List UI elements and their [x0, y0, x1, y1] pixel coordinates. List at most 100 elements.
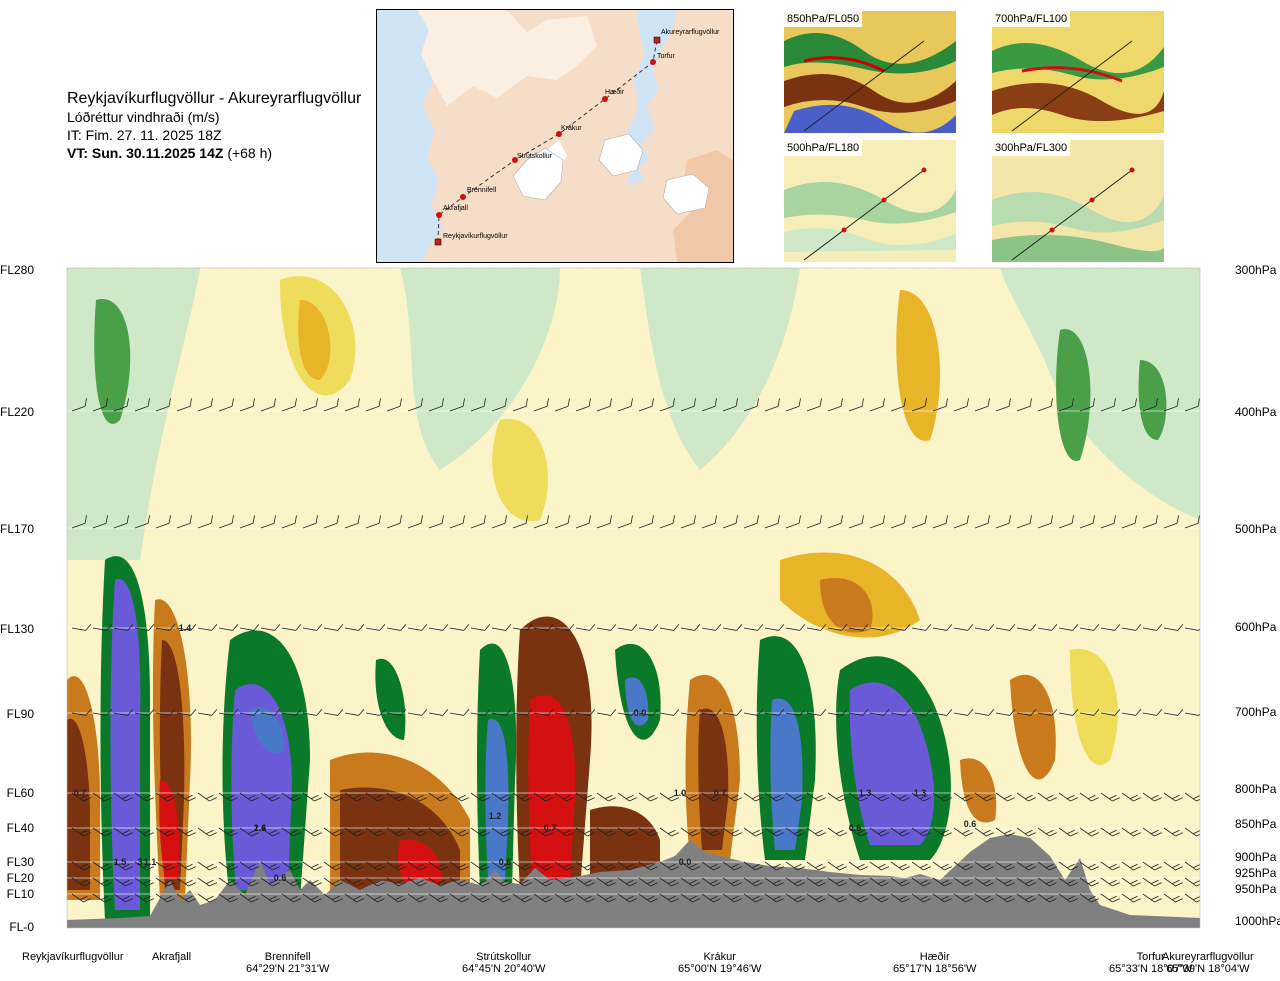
- wind-barb: [344, 398, 360, 412]
- wind-barb: [1100, 268, 1115, 269]
- level-map-300: 300hPa/FL300: [992, 140, 1164, 262]
- wind-barb: [617, 268, 632, 269]
- wind-barb: [743, 515, 759, 529]
- wind-barb: [1184, 268, 1199, 269]
- wind-barb: [491, 623, 512, 631]
- wind-barb: [827, 623, 848, 631]
- wind-barb: [659, 268, 674, 269]
- wind-barb: [428, 398, 444, 412]
- wind-barb: [239, 268, 254, 269]
- wind-barb: [575, 792, 595, 802]
- wind-barb: [869, 861, 889, 871]
- wind-barb: [722, 398, 738, 412]
- wind-barb: [407, 877, 427, 887]
- wind-barb: [1100, 792, 1120, 802]
- level-map-850-label: 850hPa/FL050: [784, 11, 863, 27]
- wind-barb: [1037, 268, 1052, 269]
- wind-barb: [554, 623, 575, 631]
- wind-barb: [218, 792, 238, 802]
- wind-barb: [176, 792, 196, 802]
- wind-barb: [407, 708, 428, 716]
- wind-barb: [218, 623, 239, 631]
- wind-barb: [470, 792, 490, 802]
- wind-barb: [491, 827, 511, 837]
- wind-barb: [869, 708, 890, 716]
- chart-field: [67, 268, 1200, 928]
- field-torfur-yellow: [1070, 648, 1118, 766]
- wind-barb: [407, 515, 423, 529]
- wind-barb: [911, 861, 931, 871]
- wind-barb: [638, 893, 658, 903]
- wind-barb: [1142, 877, 1162, 887]
- wind-barb: [281, 708, 302, 716]
- wind-barb: [806, 398, 822, 412]
- wind-barb: [1142, 827, 1162, 837]
- wind-barb: [659, 827, 679, 837]
- wind-barb: [449, 861, 469, 871]
- wind-barb: [596, 623, 617, 631]
- wind-barb: [890, 398, 906, 412]
- wind-barb: [155, 708, 176, 716]
- wind-barb: [1142, 268, 1157, 269]
- map-label-krakur: Krákur: [561, 125, 582, 132]
- wind-barb: [512, 268, 527, 269]
- wind-barb: [71, 398, 87, 412]
- map-label-reykjavik: Reykjavíkurflugvöllur: [443, 233, 508, 240]
- wind-barb: [575, 861, 595, 871]
- wind-barb: [785, 515, 801, 529]
- wind-barb: [1142, 792, 1162, 802]
- wind-barb: [890, 708, 911, 716]
- wind-barb: [953, 623, 974, 631]
- wind-barb: [1016, 708, 1037, 716]
- x-location-haedir-coord: 65°17'N 18°56'W: [893, 963, 977, 975]
- wind-barb: [491, 893, 511, 903]
- wind-barb: [71, 792, 91, 802]
- wind-barb: [743, 877, 763, 887]
- value-label: 0.7: [714, 788, 727, 798]
- wind-barb: [701, 708, 722, 716]
- wind-barb: [512, 708, 533, 716]
- wind-barb: [638, 827, 658, 837]
- field-cell-upper-west: [94, 299, 131, 424]
- wind-barb: [365, 268, 380, 269]
- wind-barb: [743, 623, 764, 631]
- wind-barb: [92, 708, 113, 716]
- level-map-850-graphic: [784, 11, 956, 133]
- wind-barb: [1016, 623, 1037, 631]
- wind-barb: [281, 515, 297, 529]
- wind-barb: [386, 861, 406, 871]
- wind-barb: [953, 708, 974, 716]
- wind-barb: [470, 827, 490, 837]
- wind-barb: [722, 827, 742, 837]
- wind-barb: [743, 708, 764, 716]
- x-location-haedir: Hæðir 65°17'N 18°56'W: [893, 951, 976, 975]
- wind-barb: [407, 268, 422, 269]
- wind-barb: [470, 268, 485, 269]
- wind-barb: [827, 877, 847, 887]
- wind-barb: [155, 792, 175, 802]
- field-band-east: [1000, 268, 1200, 520]
- map-label-strutskollur: Strútskollur: [517, 153, 553, 160]
- wind-barb: [533, 827, 553, 837]
- wind-barb: [1121, 893, 1141, 903]
- wind-barb: [953, 268, 968, 269]
- wind-barb: [134, 893, 154, 903]
- wind-barb: [1121, 877, 1141, 887]
- wind-barb: [680, 398, 696, 412]
- wind-barb: [827, 515, 843, 529]
- field-strutskollur-red: [528, 694, 576, 880]
- wind-barb: [92, 861, 112, 871]
- level-map-300-graphic: [992, 140, 1164, 262]
- wind-barb: [596, 708, 617, 716]
- wind-barb: [533, 893, 553, 903]
- wind-barb: [764, 877, 784, 887]
- wind-barb: [617, 893, 637, 903]
- wind-barb: [806, 792, 826, 802]
- wind-barb: [71, 877, 91, 887]
- wind-barb: [218, 398, 234, 412]
- wind-barb: [1058, 515, 1074, 529]
- wind-barb: [953, 893, 973, 903]
- wind-barb: [344, 515, 360, 529]
- wind-barb: [596, 893, 616, 903]
- level-map-500-label: 500hPa/FL180: [784, 140, 863, 156]
